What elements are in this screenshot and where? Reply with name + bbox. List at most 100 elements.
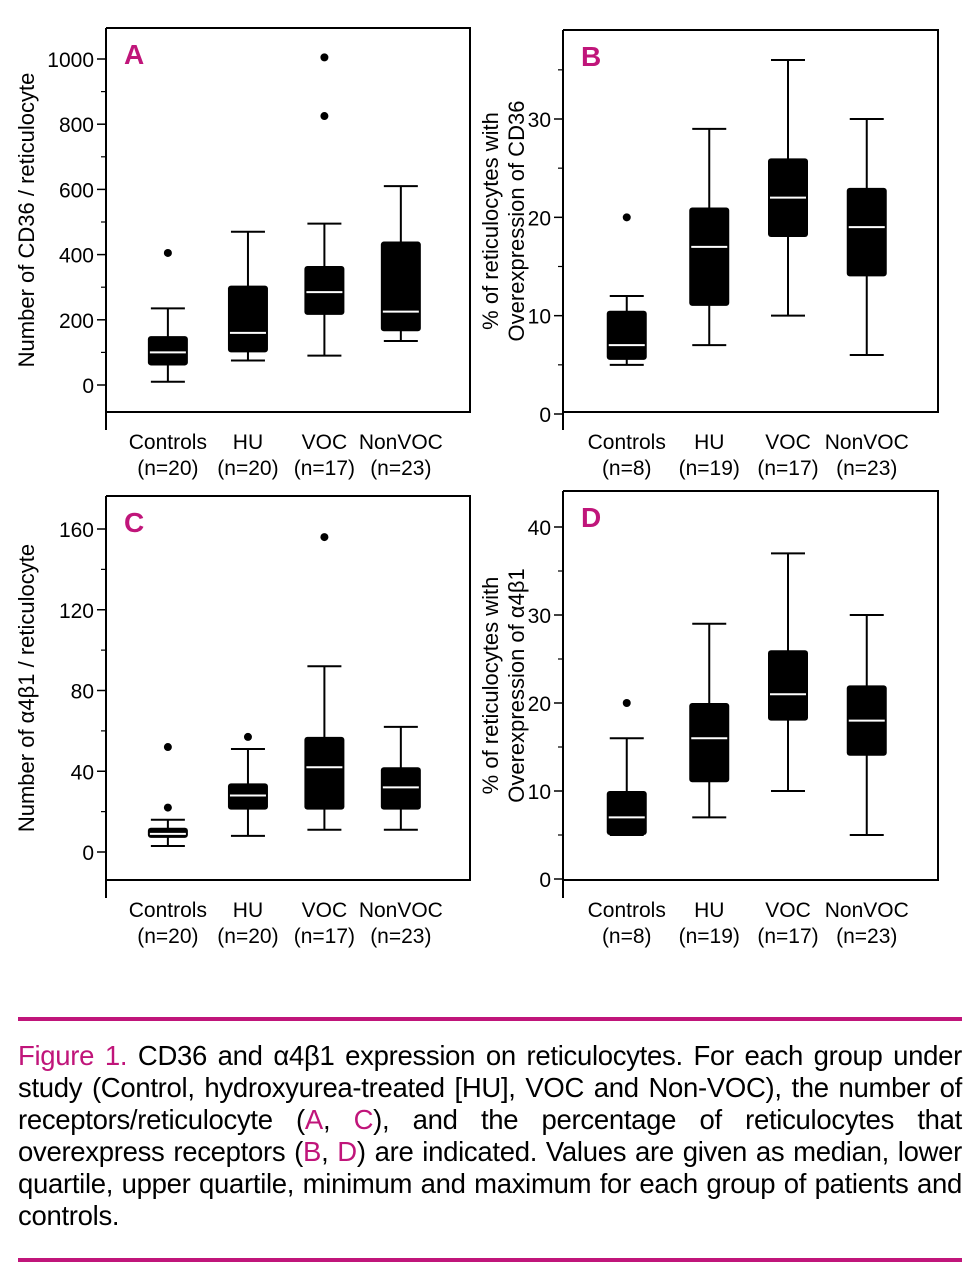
x-count-label: (n=20) xyxy=(217,457,278,480)
y-tick-label: 10 xyxy=(528,306,551,329)
plot-frame xyxy=(106,27,471,413)
x-category-label: HU xyxy=(694,431,724,454)
panel-a: A 0 200 400 600 800 1000 Number of CD36 / retic… xyxy=(14,27,471,480)
y-tick-label: 160 xyxy=(59,519,94,542)
y-tick-label: 40 xyxy=(71,761,94,784)
y-axis-label: Number of CD36 / reticulocyte xyxy=(14,73,39,368)
x-category-label: Controls xyxy=(588,899,666,922)
iqr-box xyxy=(606,791,647,835)
x-count-label: (n=17) xyxy=(757,457,818,480)
caption-ref-a: A xyxy=(304,1104,323,1135)
x-count-label: (n=8) xyxy=(602,925,652,948)
caption-ref-c: C xyxy=(353,1104,374,1135)
outlier-point xyxy=(320,53,329,62)
iqr-box xyxy=(380,767,421,810)
y-axis-label-line: Overexpression of CD36 xyxy=(504,101,529,342)
box-hu xyxy=(227,230,268,362)
iqr-box xyxy=(606,310,647,360)
x-category-label: NonVOC xyxy=(359,431,443,454)
y-axis-label: Number of α4β1 / reticulocyte xyxy=(14,544,39,832)
y-tick-label: 20 xyxy=(528,693,551,716)
outlier-point xyxy=(163,743,172,752)
x-count-label: (n=19) xyxy=(679,457,740,480)
panel-b: B 0 10 20 30 % of reticulocytes with Overexpre… xyxy=(478,29,939,480)
y-tick-label: 600 xyxy=(59,179,94,202)
y-tick-label: 200 xyxy=(59,310,94,333)
x-category-label: HU xyxy=(694,899,724,922)
x-count-label: (n=17) xyxy=(294,457,355,480)
caption-ref-b: B xyxy=(303,1136,322,1167)
panel-c: C 0 40 80 120 160 Number of α4β1 / reticulocyt… xyxy=(14,495,471,948)
box-nonvoc xyxy=(380,185,421,342)
y-tick-label: 40 xyxy=(528,517,551,540)
x-category-label: Controls xyxy=(129,431,207,454)
outlier-point xyxy=(622,699,631,707)
x-category-label: VOC xyxy=(302,899,348,922)
iqr-box xyxy=(768,650,808,721)
caption-rule-top xyxy=(18,1017,962,1021)
box-controls xyxy=(606,699,647,836)
panel-label: B xyxy=(581,41,601,72)
y-axis-label-line: % of reticulocytes with xyxy=(478,577,503,795)
plot-frame xyxy=(563,29,939,413)
x-count-label: (n=17) xyxy=(757,925,818,948)
y-tick-label: 400 xyxy=(59,245,94,268)
box-controls xyxy=(606,213,647,366)
plot-frame xyxy=(563,490,939,881)
y-axis-label-line: Overexpression of α4β1 xyxy=(504,568,529,802)
box-voc xyxy=(768,552,808,792)
x-category-label: Controls xyxy=(588,431,666,454)
iqr-box xyxy=(846,187,887,277)
x-count-label: (n=20) xyxy=(217,925,278,948)
outlier-point xyxy=(622,213,631,222)
figure-caption: Figure 1. CD36 and α4β1 expression on re… xyxy=(18,1040,962,1232)
x-category-label: VOC xyxy=(302,431,348,454)
iqr-box xyxy=(227,783,268,810)
y-tick-label: 800 xyxy=(59,114,94,137)
x-category-label: NonVOC xyxy=(825,431,909,454)
plot-frame xyxy=(106,495,471,881)
x-count-label: (n=20) xyxy=(137,925,198,948)
box-hu xyxy=(689,622,730,819)
outlier-point xyxy=(163,248,172,257)
y-tick-label: 10 xyxy=(528,781,551,804)
iqr-box xyxy=(689,207,730,306)
box-voc xyxy=(304,533,345,831)
x-count-label: (n=19) xyxy=(679,925,740,948)
y-tick-label: 0 xyxy=(539,869,551,892)
panel-label: D xyxy=(581,502,601,533)
outlier-point xyxy=(320,533,329,542)
y-tick-label: 1000 xyxy=(47,49,94,72)
iqr-box xyxy=(147,827,188,838)
y-tick-label: 0 xyxy=(539,404,551,427)
box-voc xyxy=(768,59,808,317)
x-count-label: (n=23) xyxy=(370,457,431,480)
box-nonvoc xyxy=(846,614,887,836)
box-nonvoc xyxy=(846,118,887,356)
caption-text-1: CD36 and α4β1 expression on reticulocyte… xyxy=(18,1040,962,1135)
x-category-label: VOC xyxy=(765,431,811,454)
caption-label: Figure 1. xyxy=(18,1040,128,1071)
x-category-label: Controls xyxy=(129,899,207,922)
x-count-label: (n=20) xyxy=(137,457,198,480)
caption-rule-bottom xyxy=(18,1258,962,1262)
iqr-box xyxy=(304,266,345,315)
y-tick-label: 30 xyxy=(528,605,551,628)
y-axis-label-line: % of reticulocytes with xyxy=(478,112,503,330)
x-category-label: NonVOC xyxy=(359,899,443,922)
box-hu xyxy=(227,732,268,837)
x-category-label: NonVOC xyxy=(825,899,909,922)
x-count-label: (n=23) xyxy=(370,925,431,948)
box-hu xyxy=(689,127,730,347)
box-voc xyxy=(304,53,345,357)
panel-label: A xyxy=(124,39,144,70)
caption-ref-d: D xyxy=(337,1136,357,1167)
outlier-point xyxy=(163,803,172,812)
x-count-label: (n=17) xyxy=(294,925,355,948)
y-tick-label: 30 xyxy=(528,109,551,132)
caption-sep-1: , xyxy=(322,1104,354,1135)
x-category-label: HU xyxy=(233,899,263,922)
x-category-label: VOC xyxy=(765,899,811,922)
caption-text-3: ) are indicated. Values are given as med… xyxy=(18,1136,962,1231)
